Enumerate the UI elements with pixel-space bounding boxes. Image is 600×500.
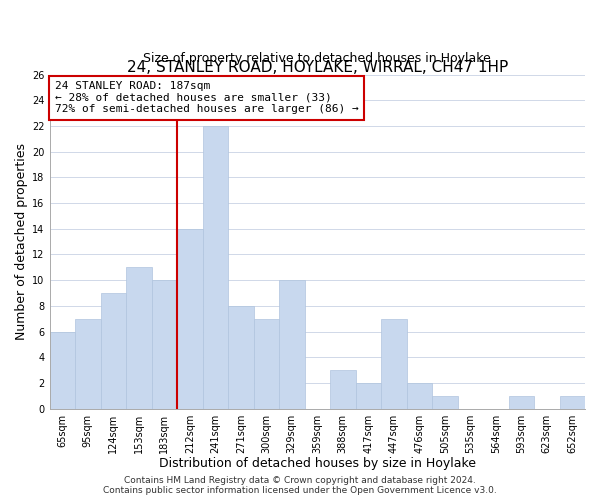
Bar	[560, 396, 585, 408]
Text: Contains HM Land Registry data © Crown copyright and database right 2024.
Contai: Contains HM Land Registry data © Crown c…	[103, 476, 497, 495]
Y-axis label: Number of detached properties: Number of detached properties	[15, 143, 28, 340]
Text: 24 STANLEY ROAD: 187sqm
← 28% of detached houses are smaller (33)
72% of semi-de: 24 STANLEY ROAD: 187sqm ← 28% of detache…	[55, 81, 359, 114]
Bar	[101, 293, 126, 408]
Bar	[407, 383, 432, 408]
Bar	[381, 318, 407, 408]
Bar	[228, 306, 254, 408]
Bar	[75, 318, 101, 408]
Bar	[177, 228, 203, 408]
Bar	[203, 126, 228, 408]
X-axis label: Distribution of detached houses by size in Hoylake: Distribution of detached houses by size …	[159, 457, 476, 470]
Bar	[152, 280, 177, 408]
Bar	[50, 332, 75, 408]
Title: 24, STANLEY ROAD, HOYLAKE, WIRRAL, CH47 1HP: 24, STANLEY ROAD, HOYLAKE, WIRRAL, CH47 …	[127, 60, 508, 74]
Bar	[356, 383, 381, 408]
Bar	[330, 370, 356, 408]
Bar	[254, 318, 279, 408]
Bar	[126, 268, 152, 408]
Bar	[432, 396, 458, 408]
Text: Size of property relative to detached houses in Hoylake: Size of property relative to detached ho…	[143, 52, 491, 64]
Bar	[509, 396, 534, 408]
Bar	[279, 280, 305, 408]
